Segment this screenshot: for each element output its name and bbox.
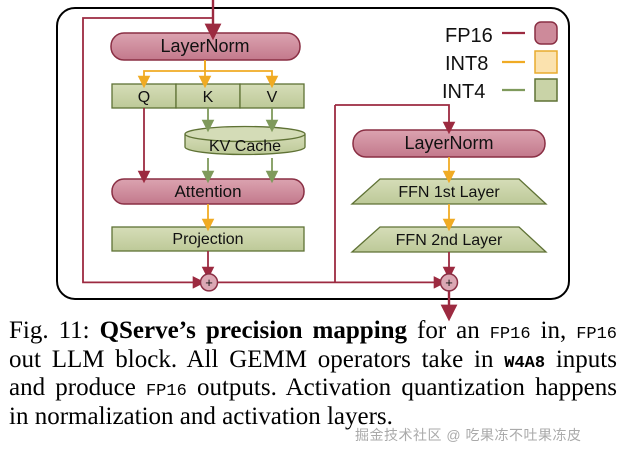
svg-text:FFN 2nd Layer: FFN 2nd Layer: [396, 232, 503, 249]
svg-text:KV Cache: KV Cache: [209, 138, 281, 155]
svg-text:LayerNorm: LayerNorm: [404, 133, 493, 153]
svg-text:Q: Q: [138, 89, 150, 106]
svg-text:FP16: FP16: [445, 25, 493, 47]
svg-text:+: +: [445, 275, 453, 290]
svg-text:+: +: [205, 275, 213, 290]
svg-text:Attention: Attention: [174, 182, 241, 201]
svg-text:FFN 1st Layer: FFN 1st Layer: [398, 184, 500, 201]
svg-text:Projection: Projection: [172, 231, 243, 248]
svg-text:INT4: INT4: [442, 81, 485, 103]
svg-text:LayerNorm: LayerNorm: [160, 36, 249, 56]
svg-text:INT8: INT8: [445, 53, 488, 75]
svg-text:V: V: [267, 89, 278, 106]
svg-text:K: K: [203, 89, 214, 106]
